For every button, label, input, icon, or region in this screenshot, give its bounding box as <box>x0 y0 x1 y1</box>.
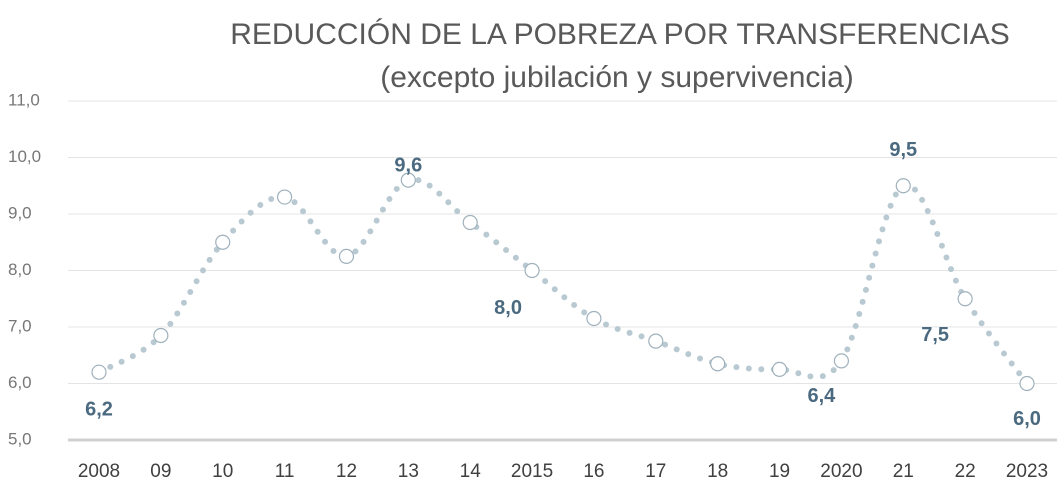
marker <box>153 327 169 344</box>
marker <box>1019 375 1035 392</box>
marker <box>710 356 726 372</box>
data-label: 6,0 <box>1013 408 1041 430</box>
marker <box>586 310 602 327</box>
marker <box>895 178 911 194</box>
x-tick-label: 13 <box>398 461 419 482</box>
x-tick-label: 22 <box>955 461 976 482</box>
marker <box>957 291 973 307</box>
marker <box>338 248 355 264</box>
x-tick-label: 19 <box>769 461 790 482</box>
x-tick-label: 18 <box>707 461 728 482</box>
marker <box>771 361 788 377</box>
y-tick-label: 10,0 <box>8 147 41 166</box>
x-tick-label: 2023 <box>1006 461 1048 482</box>
marker <box>524 262 540 279</box>
x-tick-label: 21 <box>893 461 914 482</box>
marker <box>91 364 107 380</box>
y-tick-label: 7,0 <box>8 316 32 335</box>
marker <box>648 333 664 349</box>
x-tick-label: 16 <box>583 461 604 482</box>
y-tick-label: 9,0 <box>8 203 32 222</box>
x-tick-label: 09 <box>150 461 171 482</box>
data-label: 6,2 <box>85 398 113 420</box>
x-tick-label: 2015 <box>511 461 553 482</box>
marker <box>215 234 231 250</box>
x-tick-label: 2020 <box>820 461 862 482</box>
marker <box>400 172 416 188</box>
x-tick-label: 2008 <box>78 461 120 482</box>
data-label: 9,6 <box>394 154 422 176</box>
series-line <box>96 176 1030 387</box>
data-label: 7,5 <box>921 324 949 346</box>
y-tick-label: 5,0 <box>8 429 32 448</box>
y-tick-label: 6,0 <box>8 373 32 392</box>
x-tick-label: 14 <box>460 461 482 482</box>
data-label: 6,4 <box>807 385 836 407</box>
marker <box>277 189 293 205</box>
x-tick-label: 10 <box>212 461 233 482</box>
marker <box>833 353 850 369</box>
chart-title: REDUCCIÓN DE LA POBREZA POR TRANSFERENCI… <box>230 18 1010 51</box>
x-tick-label: 17 <box>645 461 666 482</box>
y-tick-label: 11,0 <box>8 90 40 109</box>
x-tick-label: 12 <box>336 461 357 482</box>
data-label: 9,5 <box>889 139 917 161</box>
chart-subtitle: (excepto jubilación y supervivencia) <box>380 61 854 94</box>
x-tick-label: 11 <box>275 461 295 482</box>
data-label: 8,0 <box>494 297 522 319</box>
marker <box>462 214 478 231</box>
y-tick-label: 8,0 <box>8 260 32 279</box>
